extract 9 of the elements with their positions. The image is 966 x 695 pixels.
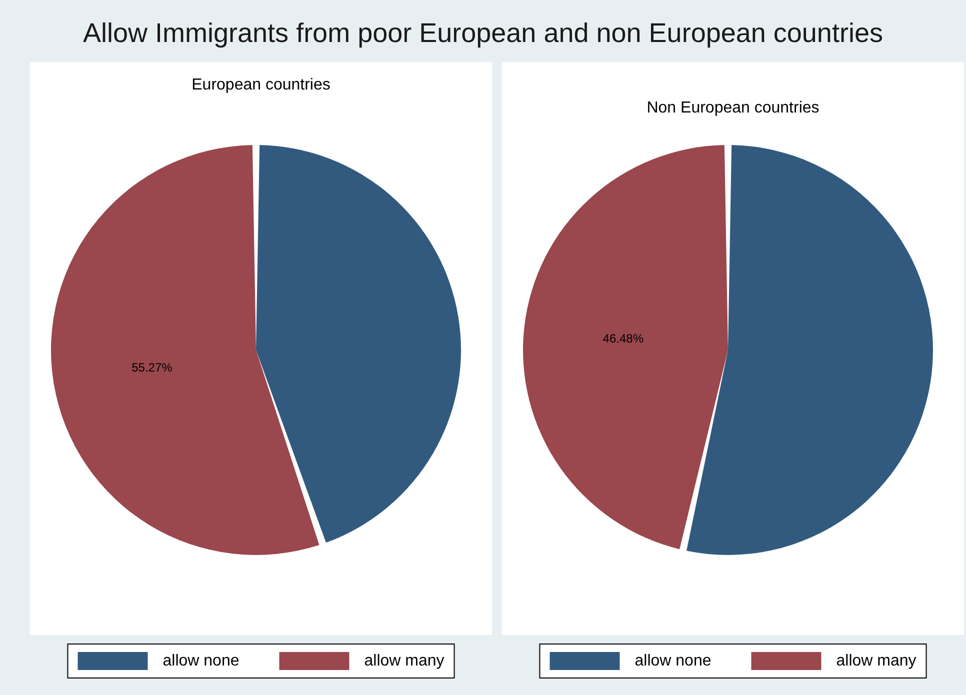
chart-subtitle: European countries [192,76,330,94]
chart-title: Allow Immigrants from poor European and non European countries [82,18,884,49]
data-label: 55.27% [132,360,173,374]
data-label: 46.48% [602,331,644,346]
legend-label: allow none [634,652,712,670]
legend-label: allow many [364,652,444,670]
chart-subtitle: Non European countries [646,100,820,116]
legend-label: allow none [162,652,240,670]
legend-label: allow many [836,652,916,670]
